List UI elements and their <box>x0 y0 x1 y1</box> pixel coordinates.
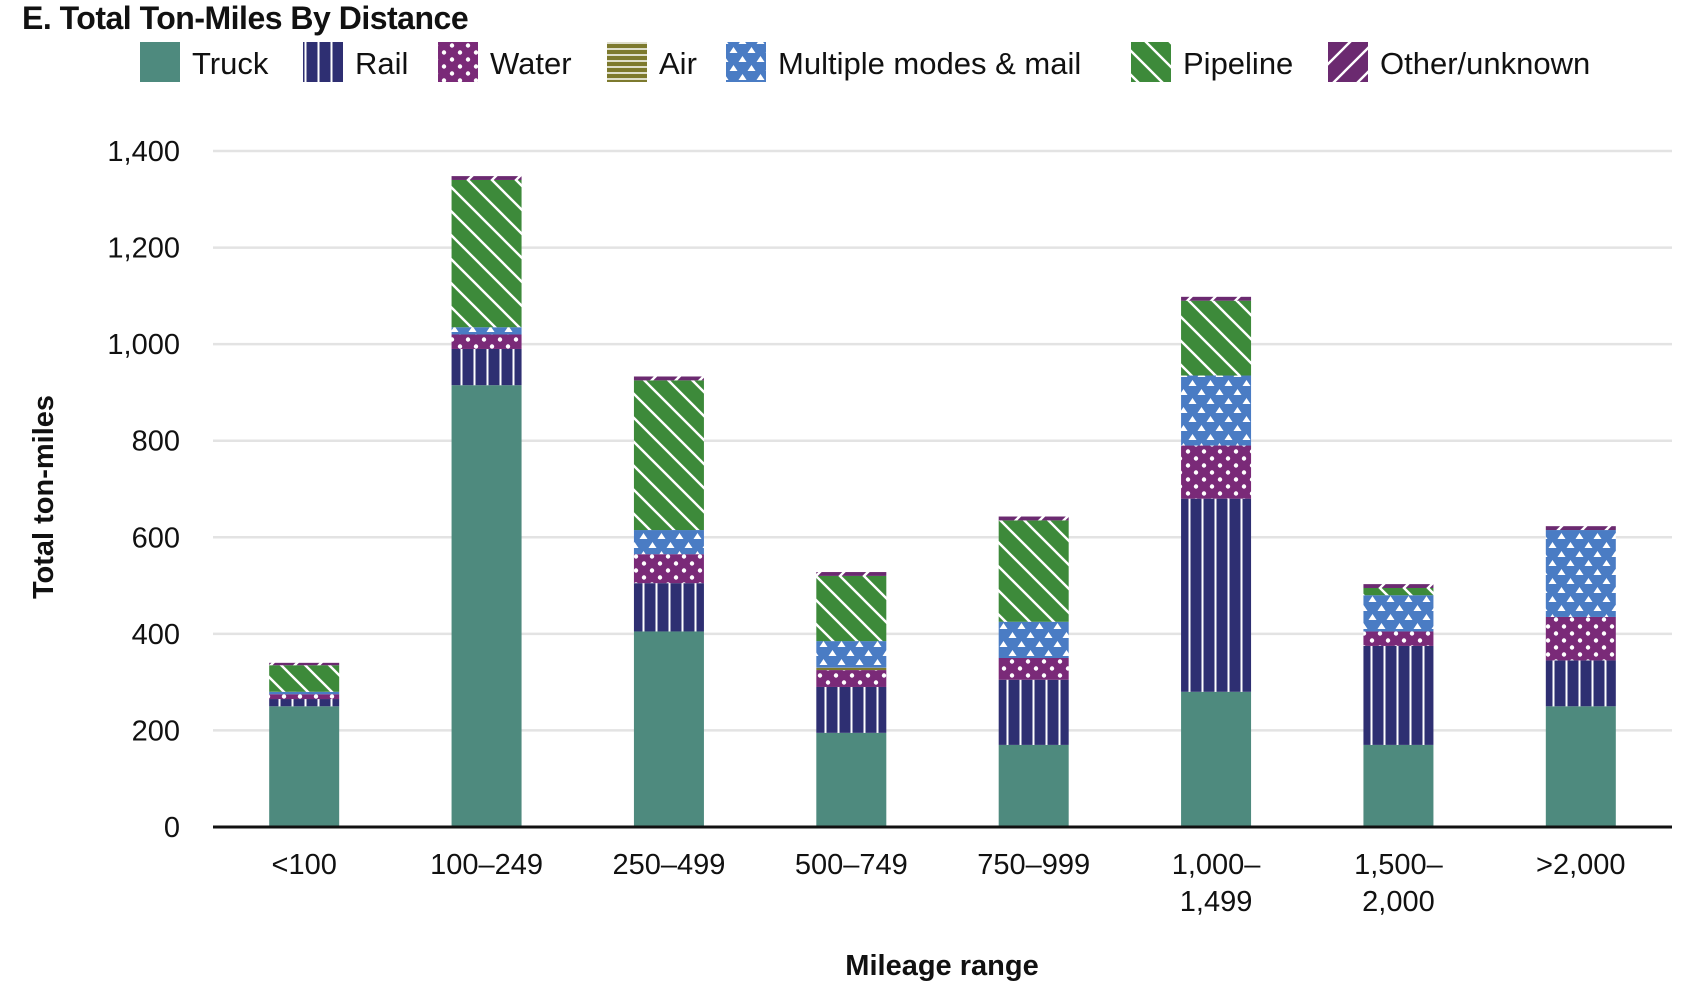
y-tick-label: 1,000 <box>107 329 180 361</box>
bar-segment-truck <box>451 385 522 827</box>
bar-segment-truck <box>998 744 1069 827</box>
bar-segment-pipeline <box>816 575 887 642</box>
y-tick-label: 600 <box>132 522 180 554</box>
bar-segment-truck <box>1363 744 1434 827</box>
bar-segment-water <box>816 670 887 687</box>
bar-segment-water <box>269 694 340 700</box>
bar-segment-multiple-modes-mail <box>816 641 887 668</box>
bar-segment-rail <box>633 583 704 632</box>
legend-label: Water <box>490 46 572 81</box>
bar-segment-truck <box>816 732 887 827</box>
y-axis-label: Total ton-miles <box>28 395 60 599</box>
bar-segment-truck <box>1181 691 1252 827</box>
bar-segment-truck <box>269 706 340 827</box>
bar-segment-pipeline <box>451 179 522 328</box>
x-tick-label: 500–749 <box>795 849 908 881</box>
legend-swatch-truck <box>140 42 180 82</box>
gridlines <box>213 149 1672 732</box>
bar-segment-truck <box>633 631 704 827</box>
bar-segment-pipeline <box>1363 587 1434 596</box>
bar-segment-other-unknown <box>269 662 340 666</box>
bar-segment-water <box>1545 616 1616 661</box>
bar-segment-water <box>451 334 522 349</box>
y-tick-label: 400 <box>132 619 180 651</box>
legend-swatch-water <box>438 42 478 82</box>
bar-segment-pipeline <box>1181 300 1252 376</box>
bar-segment-multiple-modes-mail <box>1545 530 1616 617</box>
x-tick-label: 100–249 <box>430 849 543 881</box>
bar-segment-rail <box>1363 645 1434 745</box>
chart-legend: Truck Rail Water Air Multiple modes & mail Pi… <box>140 42 1590 82</box>
bar-segment-other-unknown <box>998 516 1069 521</box>
y-tick-label: 1,200 <box>107 233 180 265</box>
x-tick-label: 1,000– 1,499 <box>1172 849 1262 918</box>
bar-segment-rail <box>998 679 1069 745</box>
bar-segment-other-unknown <box>451 176 522 180</box>
bar-segment-rail <box>451 348 522 386</box>
x-tick-label: <100 <box>272 849 337 881</box>
bars <box>269 176 1616 827</box>
bar-segment-other-unknown <box>1181 296 1252 301</box>
bar-segment-multiple-modes-mail <box>269 691 340 695</box>
legend-swatch-air <box>607 42 647 82</box>
bar-segment-multiple-modes-mail <box>1181 375 1252 446</box>
legend-swatch-multiple-modes-mail <box>726 42 766 82</box>
bar-segment-other-unknown <box>816 572 887 576</box>
legend-label: Air <box>659 46 697 81</box>
x-tick-label: 250–499 <box>612 849 725 881</box>
y-tick-label: 0 <box>164 812 180 844</box>
x-tick-label: 1,500– 2,000 <box>1354 849 1444 918</box>
y-tick-label: 800 <box>132 426 180 458</box>
legend-label: Multiple modes & mail <box>778 46 1081 81</box>
bar-segment-multiple-modes-mail <box>451 327 522 335</box>
bar-segment-rail <box>1181 498 1252 692</box>
bar-segment-water <box>1181 445 1252 499</box>
bar-segment-multiple-modes-mail <box>1363 595 1434 632</box>
bar-segment-rail <box>816 686 887 733</box>
bar-segment-pipeline <box>633 380 704 531</box>
x-axis-label: Mileage range <box>845 950 1038 982</box>
legend-label: Other/unknown <box>1380 46 1590 81</box>
bar-segment-rail <box>1545 660 1616 707</box>
bar-segment-water <box>998 658 1069 680</box>
legend-label: Truck <box>192 46 269 81</box>
bar-segment-air <box>816 667 887 671</box>
chart-title: E. Total Ton-Miles By Distance <box>22 0 469 36</box>
bar-segment-other-unknown <box>633 376 704 381</box>
bar-segment-other-unknown <box>1545 526 1616 531</box>
legend-label: Rail <box>355 46 408 81</box>
legend-swatch-pipeline <box>1131 42 1171 82</box>
legend-swatch-rail <box>303 42 343 82</box>
bar-segment-multiple-modes-mail <box>633 530 704 555</box>
bar-segment-other-unknown <box>1363 584 1434 588</box>
y-tick-label: 1,400 <box>107 136 180 168</box>
bar-segment-truck <box>1545 706 1616 827</box>
legend-label: Pipeline <box>1183 46 1293 81</box>
bar-segment-water <box>633 554 704 584</box>
bar-segment-rail <box>269 699 340 707</box>
bar-segment-water <box>1363 631 1434 646</box>
bar-segment-multiple-modes-mail <box>998 621 1069 658</box>
bar-segment-pipeline <box>998 520 1069 622</box>
x-tick-label: >2,000 <box>1536 849 1626 881</box>
x-tick-label: 750–999 <box>977 849 1090 881</box>
legend-swatch-other-unknown <box>1328 42 1368 82</box>
y-tick-label: 200 <box>132 715 180 747</box>
axes: 0 200 400 600 800 1,000 1,200 1,400 <100 100–249 2… <box>107 136 1672 918</box>
bar-segment-pipeline <box>269 665 340 692</box>
